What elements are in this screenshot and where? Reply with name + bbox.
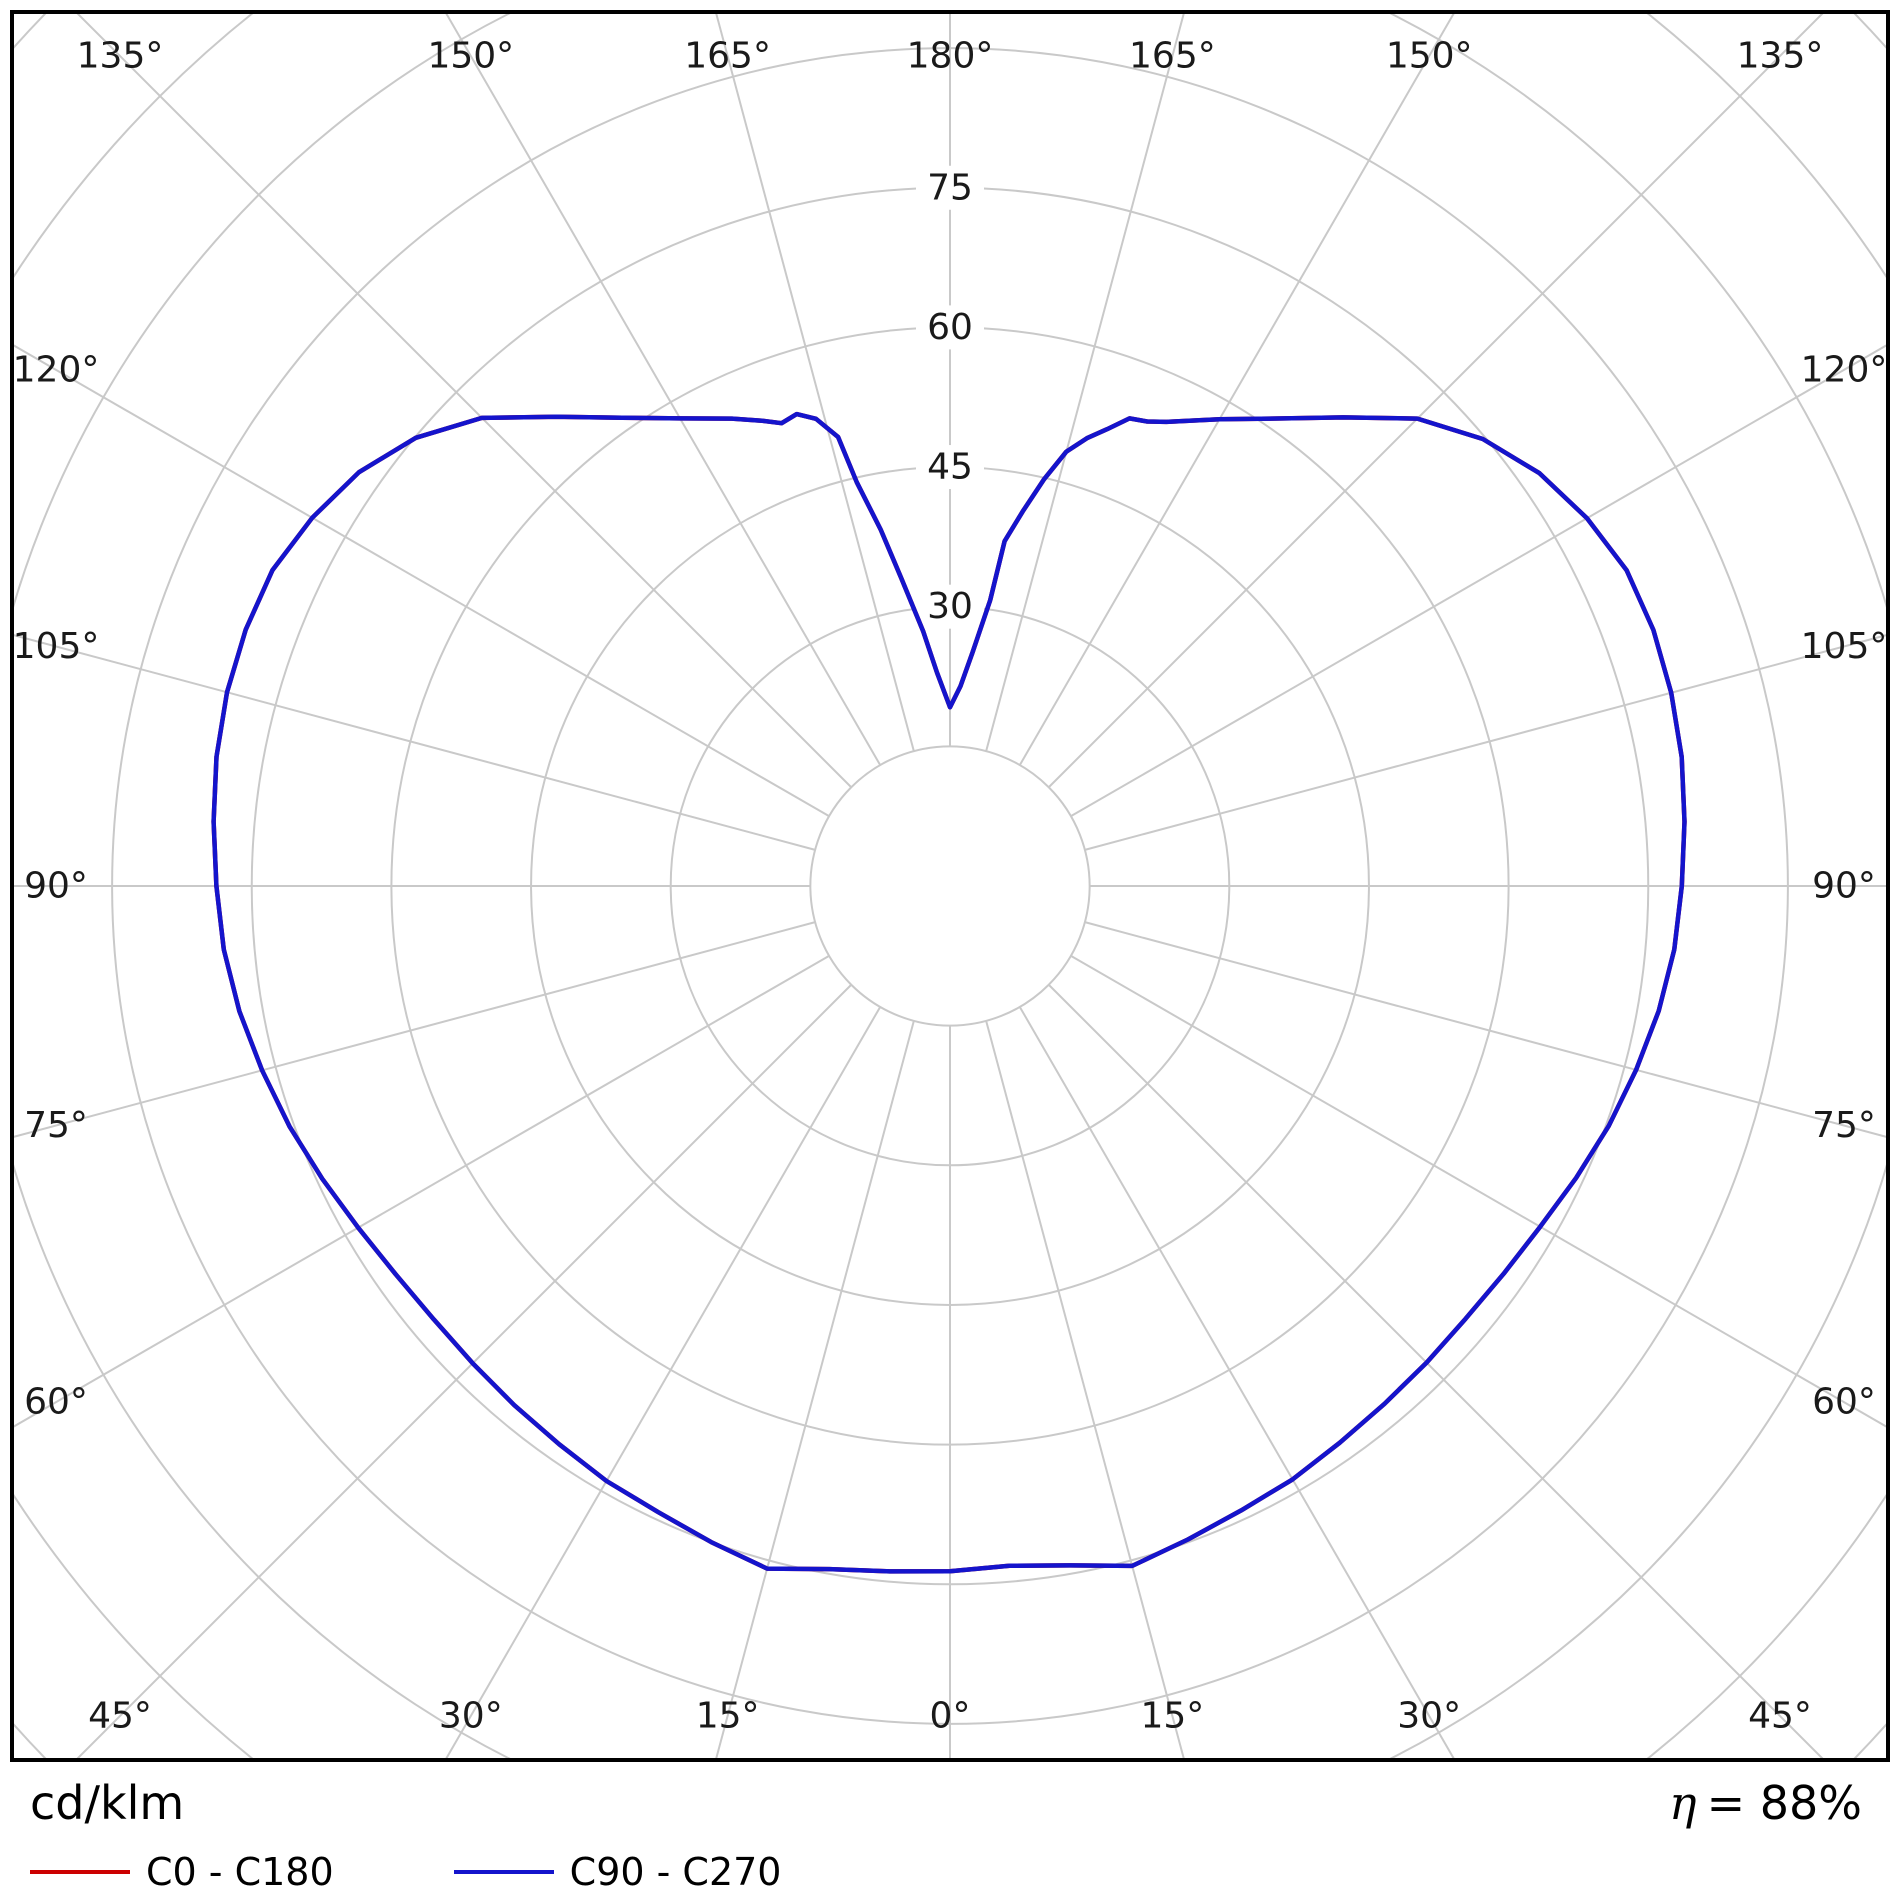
radial-tick-label: 60	[927, 307, 973, 348]
angle-tick-label: 90°	[1812, 866, 1876, 907]
eta-symbol: η	[1669, 1776, 1697, 1830]
grid-spoke	[444, 12, 882, 766]
grid-spoke	[74, 12, 852, 788]
c0-c180-line-swatch	[30, 1870, 130, 1874]
angle-tick-label: 75°	[1812, 1105, 1876, 1146]
legend-label-c90-c270: C90 - C270	[569, 1850, 782, 1894]
efficiency-value: = 88%	[1706, 1776, 1862, 1830]
radial-tick-label: 75	[927, 167, 973, 208]
grid-spoke	[1018, 1006, 1456, 1760]
angle-tick-label: 30°	[439, 1696, 503, 1737]
angle-tick-label: 120°	[1801, 349, 1888, 390]
polar-intensity-diagram: 30 45 60 75 0° 15° 15° 30° 30° 45° 45° 60° 60° 75° 75°…	[10, 10, 1890, 1762]
angle-tick-label: 165°	[1129, 36, 1216, 77]
angle-tick-label: 60°	[24, 1382, 88, 1423]
unit-label: cd/klm	[30, 1776, 185, 1830]
grid-spoke	[1070, 954, 1888, 1429]
legend-item-c0-c180: C0 - C180	[30, 1850, 334, 1894]
grid-spoke	[1070, 343, 1888, 818]
grid-spoke	[74, 984, 852, 1760]
grid-spoke	[1084, 921, 1888, 1139]
radial-tick-label: 30	[927, 586, 973, 627]
legend-item-c90-c270: C90 - C270	[453, 1850, 782, 1894]
angle-tick-label: 15°	[696, 1696, 760, 1737]
c90-c270-line-swatch	[453, 1870, 554, 1874]
grid-spoke	[12, 343, 830, 818]
angle-tick-label: 60°	[1812, 1382, 1876, 1423]
angle-tick-label: 15°	[1140, 1696, 1204, 1737]
angle-tick-label: 150°	[1386, 36, 1473, 77]
grid-spoke	[714, 1020, 915, 1760]
efficiency-label: η = 88%	[1669, 1776, 1862, 1830]
radial-tick-label: 45	[927, 447, 973, 488]
legend: C0 - C180 C90 - C270	[30, 1848, 781, 1896]
angle-tick-label: 150°	[427, 36, 514, 77]
polar-grid	[12, 12, 1888, 1760]
intensity-curve-c90-c270	[211, 411, 1687, 1574]
radial-label-mask	[916, 165, 984, 210]
angle-tick-label: 105°	[1801, 626, 1888, 667]
radial-label-mask	[916, 584, 984, 629]
angle-tick-label: 75°	[24, 1105, 88, 1146]
angle-tick-label: 30°	[1397, 1696, 1461, 1737]
grid-spoke	[1018, 12, 1456, 766]
angle-tick-label: 120°	[13, 349, 100, 390]
angle-tick-label: 135°	[77, 36, 164, 77]
grid-spoke	[12, 633, 816, 851]
angle-tick-label: 45°	[1748, 1696, 1812, 1737]
radial-label-mask	[916, 445, 984, 490]
grid-spoke	[985, 12, 1186, 752]
grid-spoke	[714, 12, 915, 752]
grid-spoke	[444, 1006, 882, 1760]
grid-spoke	[1084, 633, 1888, 851]
grid-spoke	[1048, 984, 1826, 1760]
angle-tick-label: 165°	[684, 36, 771, 77]
radial-label-mask	[916, 305, 984, 350]
grid-spoke	[12, 921, 816, 1139]
grid-spoke	[12, 954, 830, 1429]
angle-tick-label: 180°	[907, 36, 994, 77]
angle-tick-label: 45°	[88, 1696, 152, 1737]
grid-ring	[809, 745, 1091, 1027]
chart-frame-border	[10, 10, 1890, 1762]
legend-label-c0-c180: C0 - C180	[146, 1850, 334, 1894]
angle-tick-label: 0°	[930, 1696, 971, 1737]
grid-spoke	[1048, 12, 1826, 788]
grid-spoke	[985, 1020, 1186, 1760]
angle-tick-label: 90°	[24, 866, 88, 907]
angle-tick-label: 135°	[1737, 36, 1824, 77]
angle-tick-label: 105°	[13, 626, 100, 667]
